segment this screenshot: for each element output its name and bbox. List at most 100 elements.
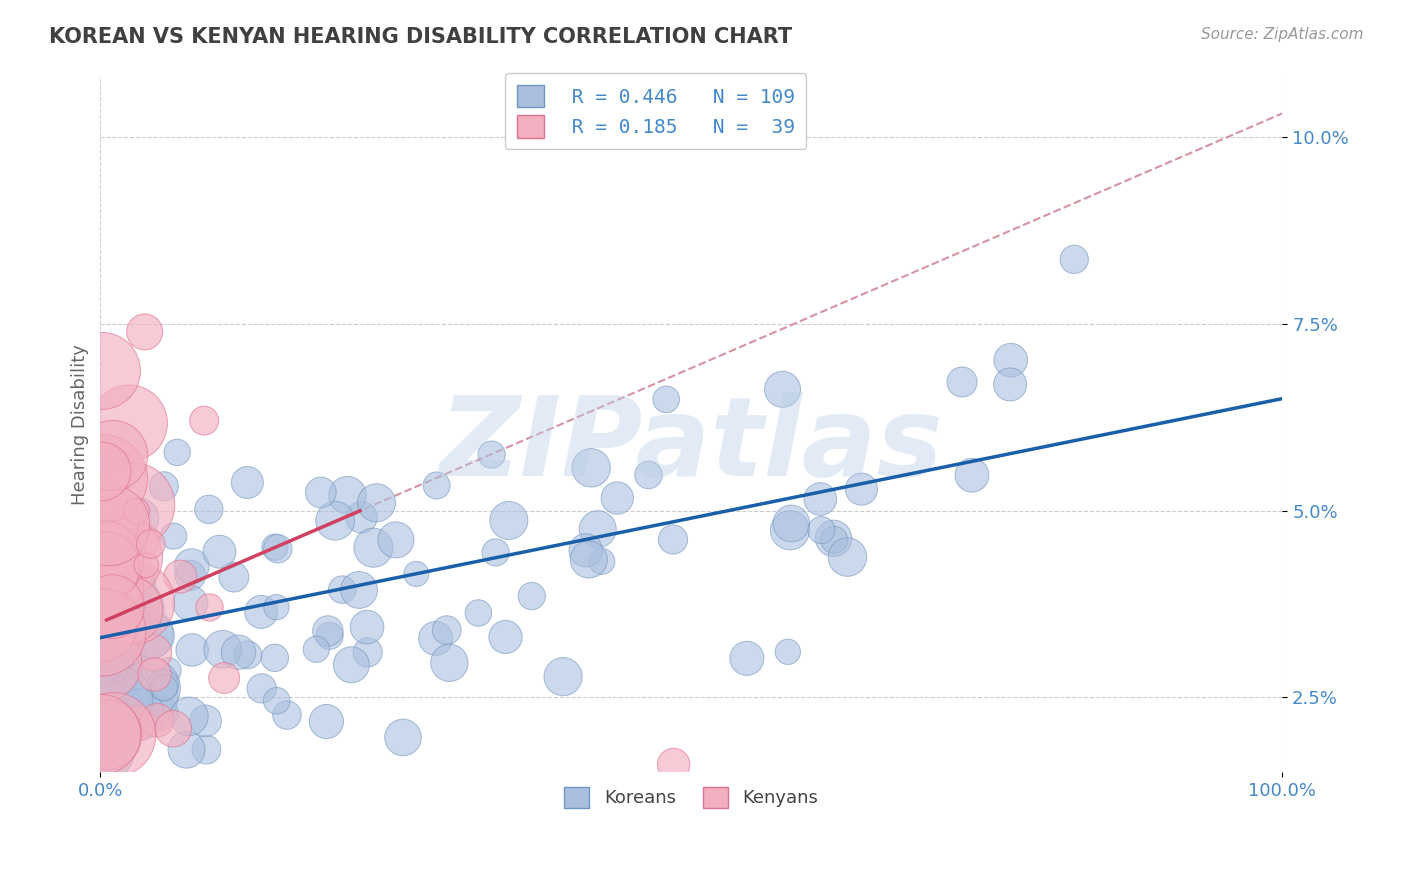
Point <box>330 582 353 597</box>
Point <box>91 742 114 756</box>
Text: KOREAN VS KENYAN HEARING DISABILITY CORRELATION CHART: KOREAN VS KENYAN HEARING DISABILITY CORR… <box>49 27 793 46</box>
Point <box>960 468 983 483</box>
Text: ZIPatlas: ZIPatlas <box>440 392 943 500</box>
Point <box>101 599 124 614</box>
Point <box>236 475 259 490</box>
Point <box>810 523 832 537</box>
Point <box>127 511 149 525</box>
Point <box>198 502 221 516</box>
Point <box>121 595 143 609</box>
Point <box>1063 252 1085 267</box>
Point <box>211 642 233 657</box>
Point <box>222 570 245 584</box>
Point <box>177 709 200 723</box>
Point <box>94 651 117 665</box>
Point <box>122 575 145 590</box>
Point <box>157 664 180 678</box>
Point <box>107 698 129 712</box>
Point <box>89 728 111 742</box>
Point <box>481 448 503 462</box>
Point <box>181 643 204 657</box>
Point <box>276 708 298 723</box>
Point <box>305 642 328 657</box>
Point <box>267 541 290 556</box>
Point <box>90 655 112 669</box>
Point <box>637 467 659 482</box>
Point <box>366 496 388 510</box>
Point <box>121 498 143 512</box>
Point <box>851 482 873 496</box>
Point <box>735 651 758 665</box>
Point <box>655 392 678 407</box>
Point <box>108 692 131 706</box>
Point <box>467 606 489 620</box>
Point <box>103 622 125 636</box>
Point <box>94 559 117 574</box>
Point <box>212 671 235 685</box>
Point <box>520 589 543 603</box>
Point <box>323 514 346 528</box>
Point <box>837 550 859 565</box>
Point <box>101 449 124 463</box>
Point <box>591 554 613 568</box>
Point <box>91 554 114 568</box>
Point <box>1000 353 1022 368</box>
Point <box>347 582 370 597</box>
Point <box>823 533 845 547</box>
Point <box>135 627 157 641</box>
Point <box>128 707 150 722</box>
Y-axis label: Hearing Disability: Hearing Disability <box>72 344 89 505</box>
Point <box>776 645 799 659</box>
Point <box>110 549 132 564</box>
Point <box>426 478 449 492</box>
Point <box>808 491 831 506</box>
Point <box>779 524 801 538</box>
Point <box>91 625 114 640</box>
Point <box>152 677 174 691</box>
Point <box>772 382 794 396</box>
Point <box>94 569 117 583</box>
Point <box>498 513 520 527</box>
Point <box>149 706 172 720</box>
Point <box>96 567 118 582</box>
Point <box>127 716 149 731</box>
Point <box>135 558 157 573</box>
Point <box>586 522 609 536</box>
Point <box>357 645 380 659</box>
Point <box>162 529 184 543</box>
Point <box>90 515 112 529</box>
Point <box>208 545 231 559</box>
Point <box>101 728 124 742</box>
Point <box>998 377 1021 392</box>
Point <box>575 543 598 558</box>
Point <box>485 545 508 559</box>
Point <box>439 656 461 670</box>
Point <box>264 540 287 554</box>
Point <box>179 596 201 610</box>
Point <box>318 629 340 643</box>
Point <box>198 600 221 615</box>
Point <box>111 624 134 638</box>
Point <box>266 694 288 708</box>
Point <box>153 681 176 695</box>
Point <box>139 537 162 551</box>
Point <box>194 714 217 728</box>
Point <box>103 728 125 742</box>
Point <box>89 582 111 597</box>
Point <box>579 460 602 475</box>
Point <box>141 681 163 695</box>
Point <box>392 731 415 745</box>
Point <box>89 531 111 545</box>
Legend: Koreans, Kenyans: Koreans, Kenyans <box>557 780 825 815</box>
Point <box>179 568 201 582</box>
Point <box>315 714 337 729</box>
Point <box>93 472 115 486</box>
Point <box>169 569 191 583</box>
Point <box>121 602 143 616</box>
Point <box>316 624 339 638</box>
Point <box>89 728 111 742</box>
Point <box>662 757 685 772</box>
Point <box>111 558 134 572</box>
Point <box>551 670 574 684</box>
Point <box>385 533 408 547</box>
